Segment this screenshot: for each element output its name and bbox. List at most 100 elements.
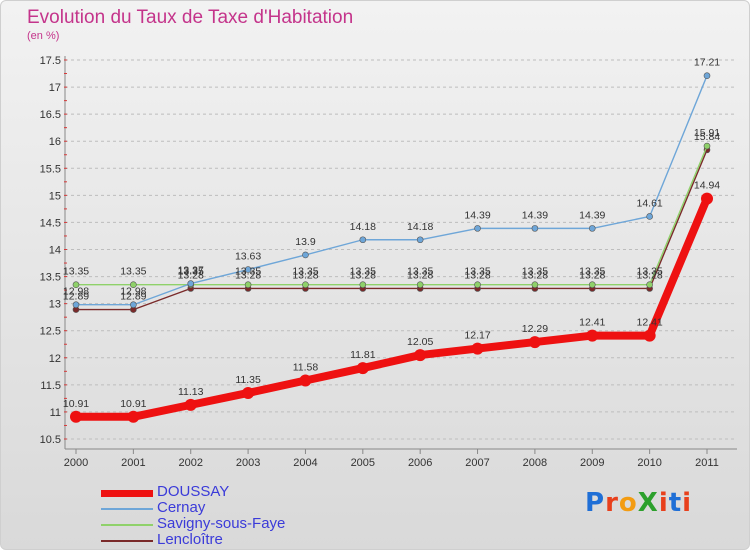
- logo-letter: i: [682, 488, 693, 518]
- data-label: 13.35: [636, 266, 662, 278]
- data-point: [414, 349, 427, 362]
- data-point: [302, 281, 309, 288]
- data-label: 11.13: [178, 386, 204, 398]
- data-point: [416, 281, 424, 288]
- y-tick-label: 11.5: [40, 380, 61, 392]
- data-point: [471, 342, 484, 355]
- data-label: 13.28: [178, 269, 204, 281]
- data-label: 13.28: [235, 269, 261, 281]
- data-label: 12.98: [63, 286, 89, 298]
- data-point: [242, 386, 255, 399]
- data-label: 12.05: [407, 336, 433, 348]
- y-tick-label: 13.5: [40, 272, 61, 284]
- y-tick-label: 17.5: [40, 55, 61, 67]
- data-label: 14.39: [464, 209, 490, 221]
- data-point: [184, 398, 197, 411]
- x-tick-label: 2004: [293, 457, 317, 469]
- series-layer: [70, 72, 713, 423]
- data-label: 10.91: [63, 398, 89, 410]
- x-tick-label: 2003: [236, 457, 260, 469]
- y-tick-label: 11: [50, 407, 61, 419]
- data-label: 13.28: [636, 269, 662, 281]
- data-label: 13.35: [235, 266, 261, 278]
- data-point: [531, 225, 539, 232]
- legend-item: DOUSSAY: [101, 483, 401, 501]
- data-point: [70, 410, 82, 423]
- data-label: 13.35: [464, 266, 490, 278]
- logo-letter: P: [585, 488, 606, 518]
- logo-letter: r: [605, 488, 619, 518]
- data-point: [586, 329, 599, 342]
- data-label: 13.28: [464, 269, 490, 281]
- data-point: [703, 72, 711, 80]
- y-tick-label: 12: [49, 353, 61, 365]
- unit-label: (en %): [27, 30, 60, 42]
- data-point: [356, 362, 369, 375]
- x-tick-label: 2011: [695, 457, 719, 469]
- legend-label: Cernay: [157, 499, 206, 516]
- logo-letter: i: [658, 488, 669, 518]
- data-label: 11.58: [293, 362, 319, 374]
- data-point: [72, 281, 80, 288]
- data-label: 13.28: [579, 269, 605, 281]
- proxiti-logo: ProXiti: [585, 488, 692, 518]
- logo-letter: t: [668, 488, 683, 518]
- data-label: 13.35: [407, 266, 433, 278]
- y-tick-label: 15.5: [40, 163, 61, 175]
- data-point: [302, 251, 309, 259]
- data-point: [244, 281, 252, 288]
- data-point: [646, 281, 653, 288]
- legend-label: DOUSSAY: [157, 483, 230, 500]
- legend-swatch: [101, 540, 153, 542]
- data-point: [643, 329, 656, 342]
- data-point: [588, 281, 596, 288]
- legend-swatch: [101, 489, 153, 497]
- x-tick-label: 2006: [408, 457, 432, 469]
- legend-swatch: [101, 508, 153, 510]
- data-label: 13.35: [63, 266, 89, 278]
- data-label: 13.9: [295, 236, 316, 248]
- data-point: [416, 236, 424, 244]
- y-tick-label: 14.5: [40, 217, 61, 229]
- series-line-savigny-sous-faye: [75, 145, 708, 286]
- data-label: 14.94: [694, 180, 720, 192]
- data-label: 12.41: [579, 317, 605, 329]
- logo-letter: o: [618, 488, 638, 518]
- x-tick-label: 2008: [523, 457, 547, 469]
- data-label: 15.91: [694, 127, 720, 139]
- series-line-lenclo-tre: [75, 149, 708, 311]
- data-label: 13.35: [579, 266, 605, 278]
- data-label: 10.91: [120, 398, 146, 410]
- data-point: [359, 281, 367, 288]
- legend-item: Cernay: [101, 499, 401, 517]
- data-label: 14.39: [522, 209, 548, 221]
- data-label: 17.21: [694, 57, 720, 69]
- data-point: [474, 281, 481, 288]
- data-point: [130, 281, 137, 288]
- data-label-layer: 10.91 10.91 11.13 11.35 11.58 11.81 12.05 12.17…: [63, 57, 720, 410]
- series-line-cernay: [75, 75, 708, 306]
- x-tick-label: 2000: [64, 457, 88, 469]
- y-tick-label: 15: [49, 190, 61, 202]
- legend: DOUSSAY Cernay Savigny-sous-Faye Lencloître: [101, 483, 401, 549]
- grid-layer: [65, 59, 737, 440]
- data-label: 13.35: [350, 266, 376, 278]
- data-label: 13.35: [178, 266, 204, 278]
- data-label: 14.61: [636, 197, 662, 209]
- data-point: [588, 225, 596, 232]
- legend-item: Savigny-sous-Faye: [101, 515, 401, 533]
- chart-title: Evolution du Taux de Taxe d'Habitation: [27, 7, 354, 28]
- y-tick-label: 14: [49, 245, 61, 257]
- data-label: 12.29: [522, 323, 548, 335]
- y-tick-label: 16: [49, 136, 61, 148]
- y-tick-label: 10.5: [40, 434, 61, 446]
- data-point: [244, 266, 252, 273]
- x-tick-label: 2005: [351, 457, 375, 469]
- x-tick-label: 2009: [580, 457, 604, 469]
- x-tick-label: 2007: [465, 457, 489, 469]
- data-point: [646, 213, 653, 220]
- data-point: [187, 280, 195, 287]
- y-tick-label: 12.5: [40, 326, 61, 338]
